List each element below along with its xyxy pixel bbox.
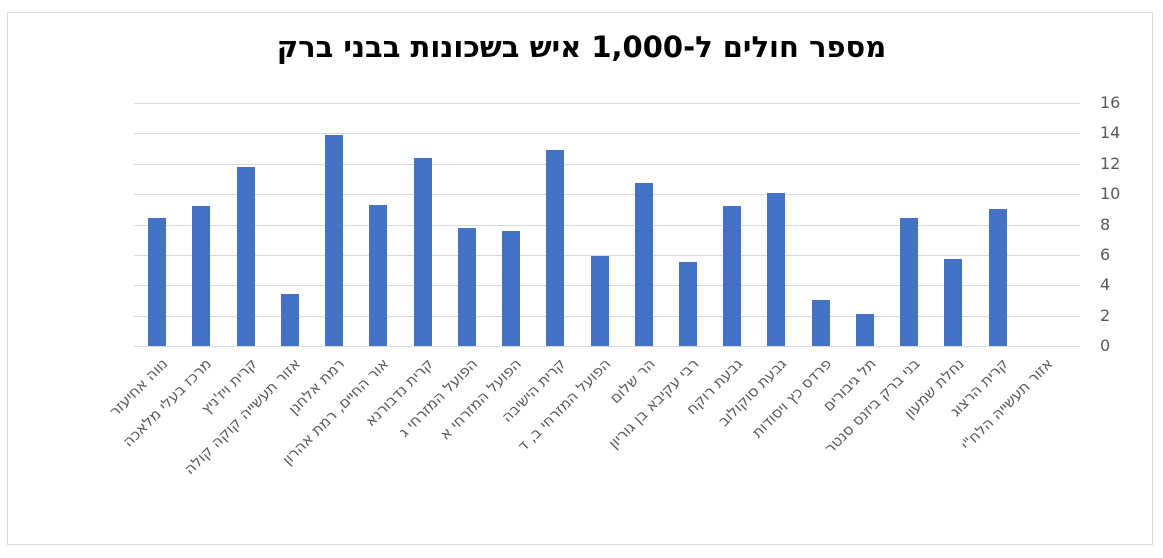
y-tick-label: 10 (1100, 184, 1121, 204)
y-tick-label: 6 (1100, 244, 1111, 264)
bar (502, 230, 521, 346)
bar (988, 209, 1007, 346)
gridline (134, 194, 1080, 196)
bar (546, 150, 565, 346)
y-tick-label: 14 (1100, 123, 1121, 143)
bar (280, 294, 299, 346)
bar (634, 183, 653, 346)
bar (457, 227, 476, 346)
bar (325, 134, 344, 346)
bar (855, 314, 874, 346)
gridline (134, 346, 1080, 347)
y-tick-label: 0 (1100, 336, 1111, 355)
y-tick-label: 8 (1100, 214, 1111, 234)
bar (767, 192, 786, 346)
y-tick-label: 2 (1100, 305, 1111, 325)
chart-frame (7, 12, 1153, 545)
gridline (134, 163, 1080, 165)
bar (236, 166, 255, 346)
y-tick-label: 4 (1100, 275, 1111, 295)
gridline (134, 254, 1080, 256)
gridline (134, 103, 1080, 104)
bar (944, 259, 963, 346)
bar (900, 218, 919, 346)
gridline (134, 224, 1080, 226)
bar (590, 256, 609, 346)
bar (148, 218, 167, 346)
gridline (134, 133, 1080, 135)
bar (192, 206, 211, 346)
bar (369, 204, 388, 346)
bar (413, 157, 432, 346)
chart-title: מספר חולים ל-1,000 איש בשכונות בבני ברק (276, 30, 887, 64)
y-tick-label: 16 (1100, 93, 1121, 112)
bar (678, 262, 697, 346)
y-tick-label: 12 (1100, 153, 1121, 173)
bar (811, 300, 830, 346)
bar (723, 206, 742, 346)
